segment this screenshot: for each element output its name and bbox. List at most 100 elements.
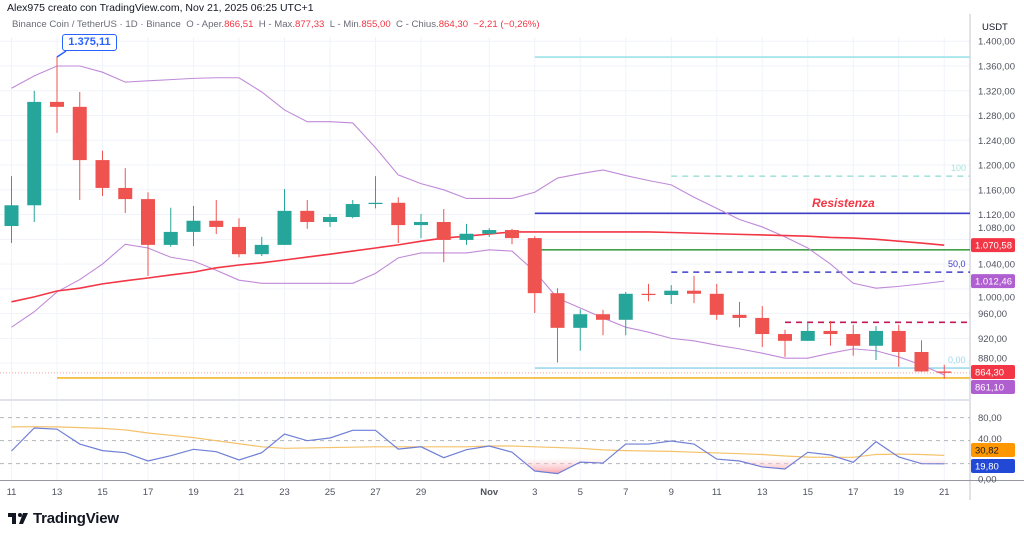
time-tick-label: 7 (623, 487, 628, 498)
candle-body[interactable] (505, 230, 519, 239)
callout-pointer (56, 50, 67, 58)
price-badge-text: 861,10 (975, 383, 1004, 394)
candle-body[interactable] (186, 220, 201, 232)
tradingview-logo[interactable]: TradingView (8, 510, 119, 527)
time-tick-label: 19 (893, 487, 904, 498)
candle-body[interactable] (687, 290, 701, 294)
time-tick-label: 13 (757, 487, 768, 498)
price-tick-label: 1.240,00 (978, 136, 1015, 147)
price-tick-label: 1.280,00 (978, 111, 1015, 122)
candle-body[interactable] (72, 106, 87, 161)
candle-body[interactable] (618, 293, 633, 320)
candle-body[interactable] (800, 330, 815, 341)
price-badge-text: 864,30 (975, 368, 1004, 379)
candle-body[interactable] (641, 293, 656, 296)
price-tick-label: 880,00 (978, 354, 1007, 365)
candle-body[interactable] (550, 293, 565, 328)
close-label: C - Chius. (396, 19, 439, 30)
candle-body[interactable] (709, 293, 724, 315)
price-badge (971, 274, 1015, 289)
time-tick-label: 17 (143, 487, 154, 498)
price-tick-label: 1.120,00 (978, 210, 1015, 221)
candle-body[interactable] (300, 210, 315, 222)
time-tick-label: 9 (669, 487, 674, 498)
chart-attribution: Alex975 creato con TradingView.com, Nov … (7, 2, 314, 14)
low-value: 855,00 (361, 19, 391, 30)
price-badge-text: 1.012,46 (975, 277, 1012, 288)
time-tick-label: 11 (7, 487, 17, 498)
candle-body[interactable] (823, 330, 838, 335)
candle-body[interactable] (209, 220, 224, 227)
candle-body[interactable] (937, 371, 952, 373)
candle-body[interactable] (459, 233, 474, 240)
candle-body[interactable] (914, 351, 929, 372)
price-badge (971, 238, 1015, 253)
candle-body[interactable] (391, 202, 406, 226)
candle-body[interactable] (254, 244, 269, 255)
time-tick-label: 21 (234, 487, 245, 498)
open-value: 866,51 (224, 19, 254, 30)
candle-body[interactable] (664, 290, 679, 296)
candle-body[interactable] (50, 101, 64, 107)
candle-body[interactable] (573, 314, 588, 328)
high-price-callout[interactable]: 1.375,11 (62, 34, 117, 51)
candle-body[interactable] (277, 210, 292, 245)
moving-average-line (11, 231, 945, 303)
symbol-name[interactable]: Binance Coin / TetherUS · 1D · Binance (12, 19, 181, 30)
candle-body[interactable] (323, 217, 337, 222)
symbol-legend: Binance Coin / TetherUS · 1D · Binance O… (12, 19, 540, 30)
candle-body[interactable] (482, 230, 497, 234)
oscillator-badge-text: 19,80 (975, 462, 999, 473)
time-tick-label: 11 (712, 487, 722, 498)
candle-body[interactable] (414, 221, 428, 226)
oscillator-badge (971, 459, 1015, 473)
candle-body[interactable] (436, 221, 451, 240)
time-tick-label: 27 (370, 487, 381, 498)
candle-body[interactable] (4, 205, 19, 227)
candle-body[interactable] (95, 160, 110, 188)
oversold-fill (0, 457, 970, 474)
candle-body[interactable] (345, 204, 360, 218)
high-label: H - Max. (258, 19, 296, 30)
time-tick-label: 3 (532, 487, 537, 498)
candle-body[interactable] (778, 334, 792, 341)
open-label: O - Aper. (186, 19, 225, 30)
price-badge (971, 365, 1015, 379)
fib-100-label: 100 (951, 163, 967, 173)
time-tick-label: 15 (802, 487, 813, 498)
price-tick-label: 960,00 (978, 309, 1007, 320)
candle-body[interactable] (141, 199, 155, 245)
price-tick-label: 920,00 (978, 334, 1007, 345)
candle-body[interactable] (118, 187, 133, 200)
price-tick-label: 1.000,00 (978, 292, 1015, 303)
price-badge-text: 1.070,58 (975, 241, 1012, 252)
time-tick-label: 21 (939, 487, 950, 498)
low-label: L - Min. (329, 19, 362, 30)
price-tick-label: 1.080,00 (978, 223, 1015, 234)
candle-body[interactable] (163, 231, 178, 245)
candle-body[interactable] (755, 317, 770, 335)
candle-body[interactable] (232, 226, 246, 255)
candle-body[interactable] (732, 314, 747, 318)
price-tick-label: 1.160,00 (978, 185, 1015, 196)
resistance-label[interactable]: Resistenza (812, 196, 875, 210)
candle-body[interactable] (596, 314, 610, 320)
oscillator-signal-line (11, 426, 945, 458)
price-tick-label: 1.360,00 (978, 62, 1015, 73)
tradingview-wordmark: TradingView (33, 510, 119, 527)
candle-body[interactable] (846, 334, 861, 346)
change-value: −2,21 (−0,26%) (473, 19, 540, 30)
time-tick-label: Nov (480, 487, 499, 498)
time-tick-label: 19 (188, 487, 199, 498)
time-tick-label: 29 (416, 487, 427, 498)
candle-body[interactable] (368, 202, 383, 205)
candle-body[interactable] (869, 330, 883, 346)
candle-body[interactable] (891, 330, 906, 352)
candle-body[interactable] (527, 238, 542, 294)
time-tick-label: 15 (97, 487, 108, 498)
oscillator-tick-label: 80,00 (978, 413, 1002, 424)
oscillator-tick-label: 0,00 (978, 475, 997, 486)
candle-body[interactable] (27, 101, 42, 206)
bollinger-upper-band (11, 65, 945, 289)
